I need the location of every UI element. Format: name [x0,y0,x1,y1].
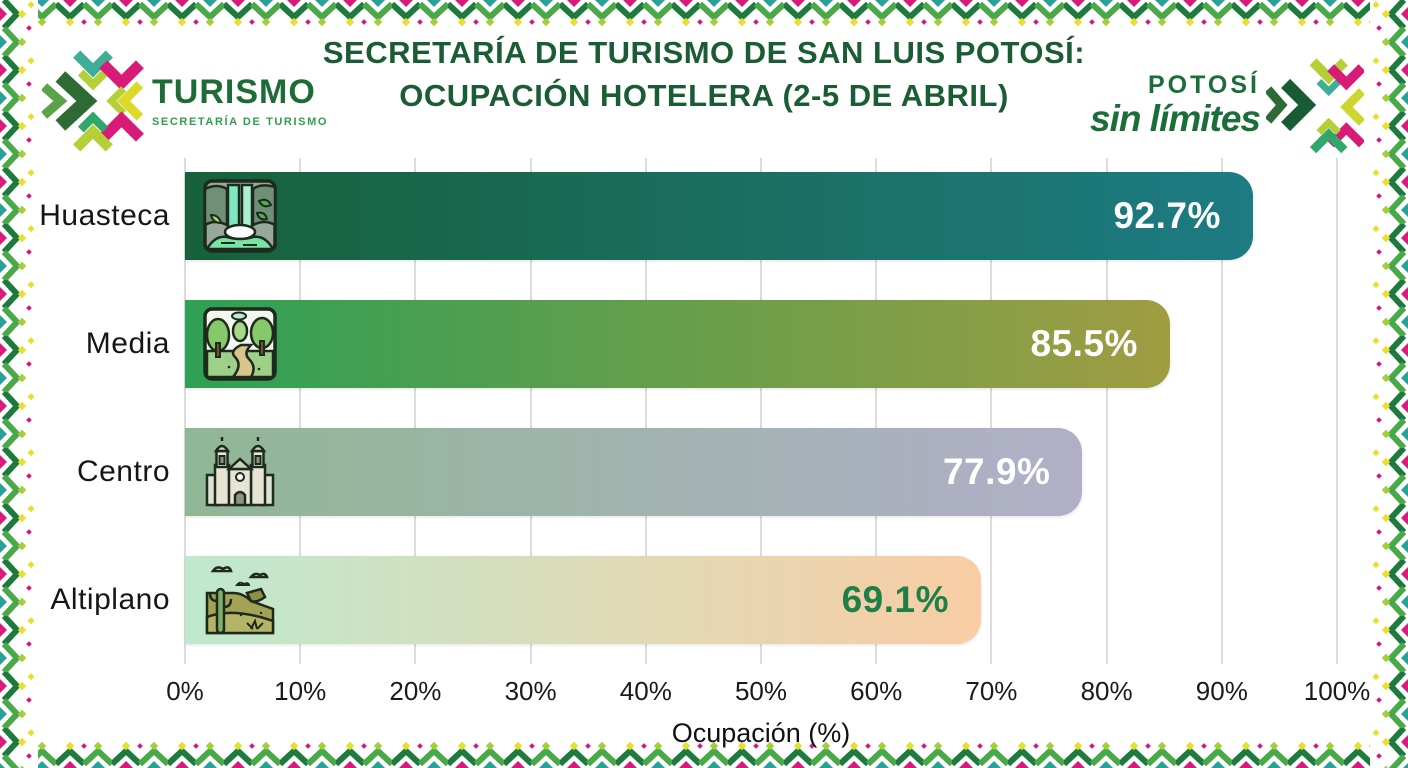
category-label-media: Media [85,327,170,360]
x-tick-label: 80% [1080,676,1133,706]
x-tick-label: 90% [1195,676,1248,706]
logo-potosi-sin-limites: POTOSÍ sin límites [1090,56,1364,154]
gridline [1336,158,1338,664]
logo-potosi-line1: POTOSÍ [1147,71,1260,99]
bar-huasteca: 92.7% [185,172,1253,260]
category-label-huasteca: Huasteca [39,199,170,232]
x-tick-label: 60% [850,676,903,706]
page-title-line2: OCUPACIÓN HOTELERA (2-5 DE ABRIL) [399,77,1009,113]
gridline [760,158,762,664]
plot-area: 92.7% 85.5% [166,158,1370,748]
logo-turismo: TURISMO SECRETARÍA DE TURISMO [42,50,328,152]
x-tick-label: 100% [1303,676,1371,706]
x-tick-label: 30% [504,676,557,706]
x-tick-label: 0% [166,676,204,706]
border-pattern-left [0,0,38,768]
bar-value-huasteca: 92.7% [1113,195,1221,236]
bar-row-huasteca: 92.7% [185,172,1337,260]
x-tick-label: 10% [274,676,327,706]
bar-row-centro: 77.9% [185,428,1337,516]
desert-cactus-icon [205,566,275,635]
gridline [529,158,532,664]
x-tick-label: 70% [965,676,1018,706]
logo-turismo-subtitle: SECRETARÍA DE TURISMO [152,115,328,128]
gridline [1220,158,1223,664]
border-pattern-right [1370,0,1408,768]
cathedral-icon [205,437,275,507]
bar-row-media: 85.5% [185,300,1337,388]
turismo-x-mark-icon [42,50,144,152]
x-axis-label: Ocupación (%) [671,718,851,748]
page-title-line1: SECRETARÍA DE TURISMO DE SAN LUIS POTOSÍ… [322,35,1086,70]
bar-value-centro: 77.9% [942,451,1051,492]
gridline [1105,158,1108,664]
page-title: SECRETARÍA DE TURISMO DE SAN LUIS POTOSÍ… [290,32,1118,118]
waterfall-icon [203,179,277,253]
forest-path-icon [203,307,277,381]
gridline [644,158,647,664]
bar-media: 85.5% [185,300,1170,388]
gridline [990,158,993,664]
category-label-centro: Centro [76,455,170,488]
bar-altiplano: 69.1% [185,556,982,644]
border-pattern-bottom [0,742,1408,768]
gridline [875,158,878,664]
border-pattern-top [0,0,1408,26]
logo-potosi-line2: sin límites [1090,98,1261,139]
bar-centro: 77.9% [185,428,1083,516]
category-label-altiplano: Altiplano [50,583,170,616]
x-ticks: 0% 10% 20% 30% 40% 50% 60% 70% 80% 90% 100% [166,676,1370,710]
bar-value-altiplano: 69.1% [841,579,950,620]
x-tick-label: 40% [619,676,672,706]
gridline [184,158,186,664]
gridline [299,158,302,664]
logo-turismo-brand: TURISMO [152,72,316,111]
bar-row-altiplano: 69.1% [185,556,1337,644]
bar-value-media: 85.5% [1030,323,1138,364]
gridline [414,158,417,664]
x-tick-label: 20% [389,676,442,706]
x-tick-label: 50% [734,676,788,706]
potosi-x-mark-icon [1266,58,1364,154]
